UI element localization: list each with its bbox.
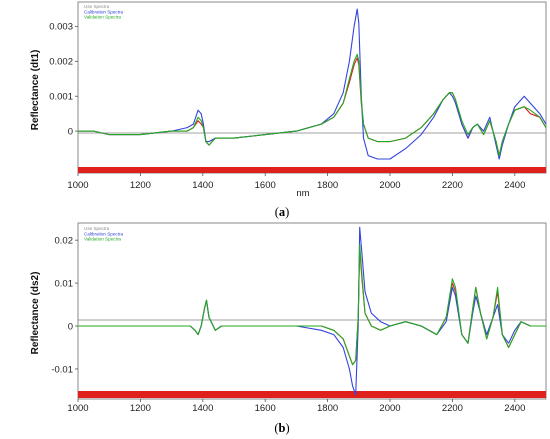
plot-area-b [77, 222, 547, 400]
y-tick-label-a: 0 [68, 126, 73, 137]
x-scale-bar-b [78, 391, 546, 398]
caption-letter-b: b [279, 421, 286, 435]
y-ticks-a: 0 0.001 0.002 0.003 [49, 22, 78, 137]
x-ticks-a: 1000 1200 1400 1600 1800 2000 2200 2400 [67, 173, 525, 191]
x-tick-label-b: 2200 [442, 403, 463, 414]
x-tick-label-a: 1800 [317, 180, 338, 191]
x-tick-label-b: 2000 [379, 403, 400, 414]
x-ticks-b: 1000 1200 1400 1600 1800 2000 2200 2400 [67, 399, 525, 414]
x-tick-label-a: 1400 [192, 180, 213, 191]
legend-entry-calibration-spectra-a: Calibration Spectra [84, 9, 124, 14]
series-line-validation-spectra-a [78, 53, 547, 157]
caption-letter-a: a [279, 205, 286, 219]
x-scale-bar-a [78, 167, 546, 173]
caption-b: (b) [274, 421, 289, 435]
y-tick-label-b: 0 [68, 321, 73, 332]
chart-a: 0 0.001 0.002 0.003 1000 1200 1400 1600 1800 200… [30, 1, 547, 219]
y-tick-label-b: 0.02 [55, 235, 74, 246]
y-tick-label-b: -0.01 [51, 364, 73, 375]
x-tick-label-a: 1000 [67, 180, 88, 191]
x-axis-label-a: nm [296, 188, 309, 199]
x-tick-label-b: 1200 [130, 403, 151, 414]
legend-entry-validation-spectra-b: Validation Spectra [84, 237, 121, 242]
y-tick-label-a: 0.001 [49, 92, 73, 103]
legend-entry-calibration-spectra-b: Calibration Spectra [84, 231, 124, 236]
y-axis-label-a: Reflectance (dt1) [30, 50, 41, 131]
y-tick-label-b: 0.01 [55, 278, 74, 289]
x-tick-label-a: 2200 [442, 180, 463, 191]
series-layer-b [78, 226, 546, 396]
y-axis-label-b: Reflectance (ds2) [30, 272, 41, 355]
x-tick-label-b: 1800 [317, 403, 338, 414]
caption-a: (a) [275, 205, 290, 219]
x-tick-label-a: 1200 [130, 180, 151, 191]
legend-entry-validation-spectra-a: Validation Spectra [84, 15, 121, 20]
x-tick-label-a: 1600 [255, 180, 276, 191]
chart-b: -0.01 0 0.01 0.02 1000 1200 1400 1600 1800 2000 2… [30, 222, 547, 435]
series-line-validation-spectra-b [78, 243, 546, 366]
y-tick-label-a: 0.002 [49, 57, 73, 68]
x-tick-label-a: 2400 [504, 180, 525, 191]
x-tick-label-b: 1000 [67, 403, 88, 414]
series-layer-a [78, 8, 547, 160]
legend-entry-use-spectra-a: Use Spectra [84, 4, 110, 9]
y-tick-label-a: 0.003 [49, 22, 73, 33]
series-line-calibration-spectra-a [78, 8, 547, 160]
x-tick-label-b: 1600 [255, 403, 276, 414]
y-ticks-b: -0.01 0 0.01 0.02 [51, 235, 78, 375]
legend-entry-use-spectra-b: Use Spectra [84, 226, 110, 231]
x-tick-label-b: 1400 [192, 403, 213, 414]
plot-area-a [77, 1, 547, 174]
x-tick-label-a: 2000 [379, 180, 400, 191]
x-tick-label-b: 2400 [504, 403, 525, 414]
